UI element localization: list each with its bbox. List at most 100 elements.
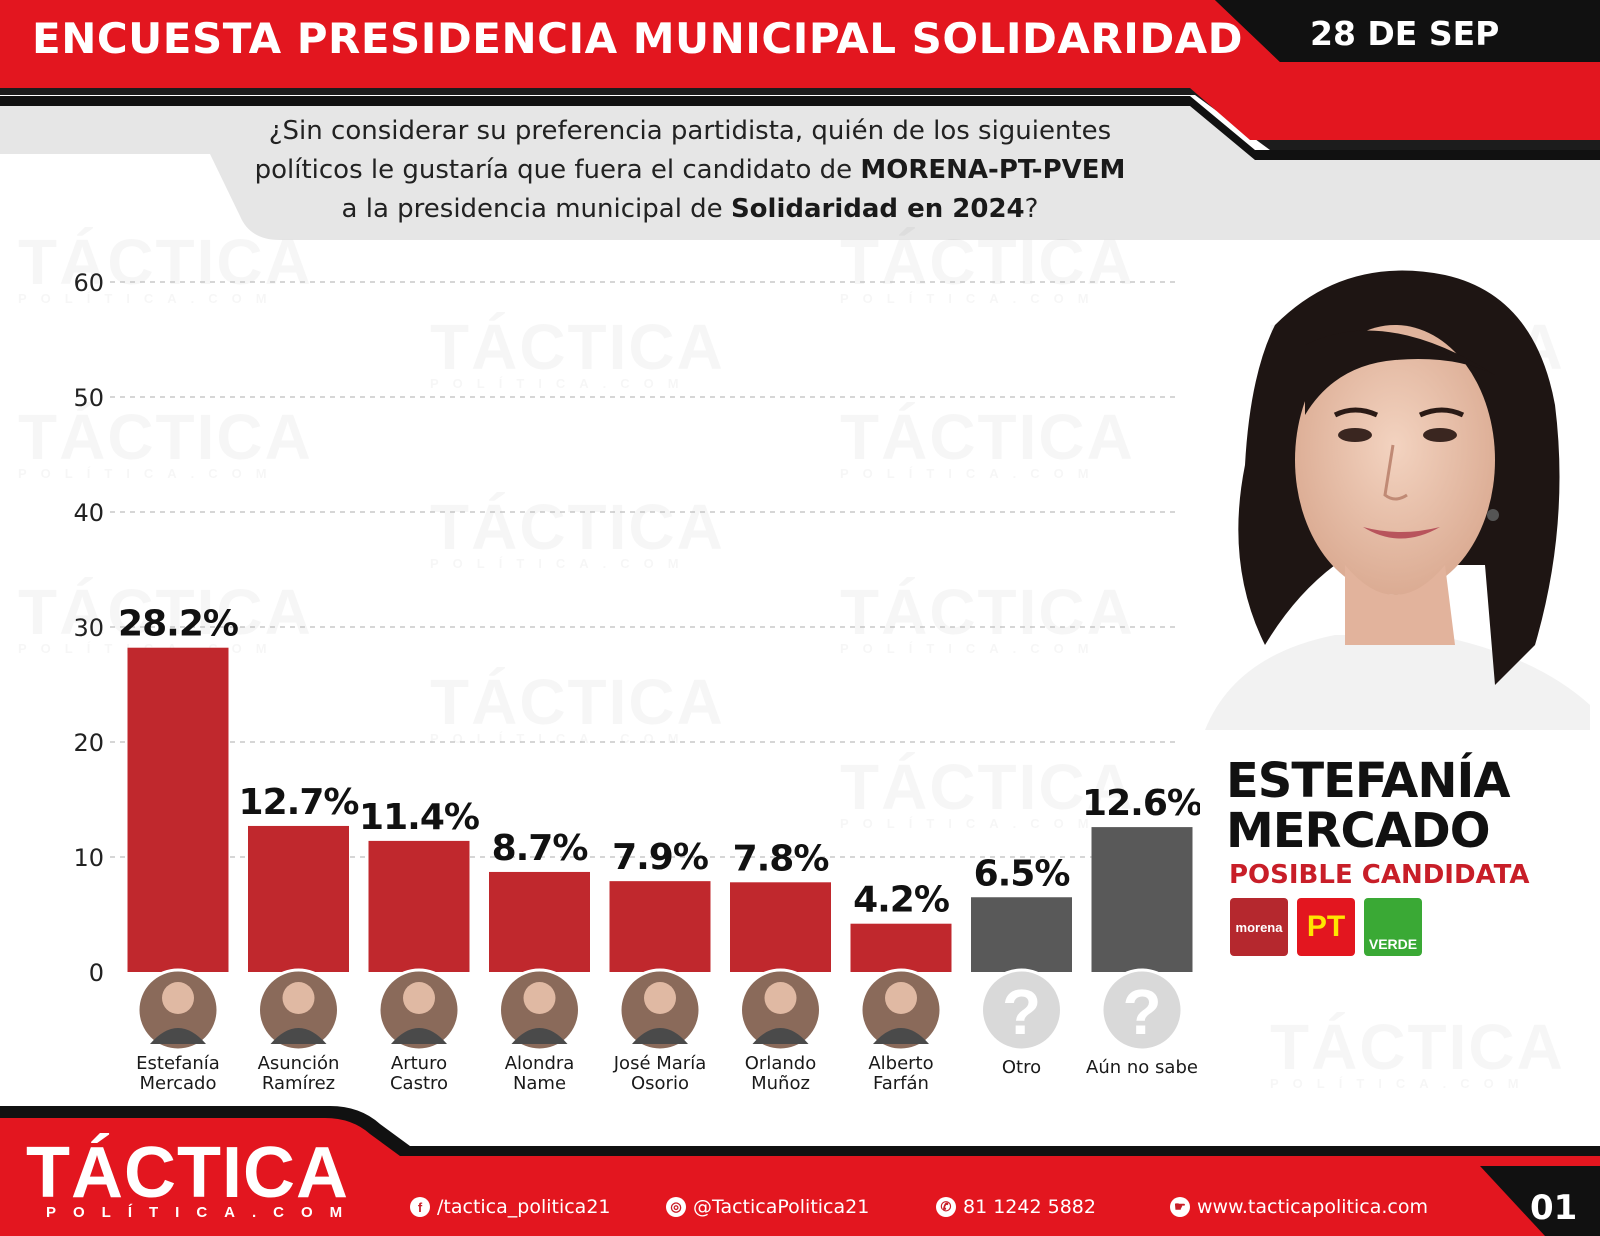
avatar-shoulders xyxy=(873,1028,929,1044)
x-tick-label: Estefanía Mercado xyxy=(118,1054,238,1094)
data-label: 6.5% xyxy=(974,853,1070,894)
footer-whatsapp-link[interactable]: ✆ 81 1242 5882 xyxy=(936,1196,1096,1218)
data-label: 11.4% xyxy=(359,797,479,838)
avatar-shoulders xyxy=(511,1028,568,1044)
question-location-year: Solidaridad en 2024 xyxy=(730,194,1025,224)
bar xyxy=(127,647,229,972)
avatar-face xyxy=(162,982,194,1014)
pointer-hand-icon: ☛ xyxy=(1170,1197,1190,1217)
whatsapp-number: 81 1242 5882 xyxy=(963,1196,1096,1218)
data-label: 4.2% xyxy=(853,880,949,921)
question-line-2-text: políticos le gustaría que fuera el candi… xyxy=(254,155,861,185)
x-tick-label-line: Alondra xyxy=(504,1053,575,1074)
x-tick-label-line: Castro xyxy=(389,1073,449,1094)
bar xyxy=(850,923,952,972)
data-label: 8.7% xyxy=(492,828,588,869)
avatar-shoulders xyxy=(752,1028,809,1044)
bar xyxy=(248,825,349,972)
data-label: 28.2% xyxy=(118,604,238,645)
data-label: 12.7% xyxy=(239,782,359,823)
x-tick-label: Alberto Farfán xyxy=(841,1054,961,1094)
y-tick-label: 20 xyxy=(73,729,104,757)
question-line-1: ¿Sin considerar su preferencia partidist… xyxy=(268,116,1112,146)
x-tick-label-line: Arturo xyxy=(390,1053,448,1074)
footer-website-link[interactable]: ☛ www.tacticapolitica.com xyxy=(1170,1196,1428,1218)
x-tick-label-line: Asunción xyxy=(257,1053,340,1074)
instagram-icon: ◎ xyxy=(666,1197,686,1217)
footer-facebook-link[interactable]: f /tactica_politica21 xyxy=(410,1196,611,1218)
verde-logo: VERDE xyxy=(1364,898,1422,956)
unknown-avatar xyxy=(1100,968,1184,1052)
avatar-face xyxy=(644,982,676,1014)
question-coalition: MORENA-PT-PVEM xyxy=(860,155,1126,185)
x-tick-label-line: Estefanía xyxy=(136,1053,220,1074)
x-tick-label: Orlando Muñoz xyxy=(721,1054,841,1094)
y-tick-label: 0 xyxy=(89,959,104,987)
x-tick-label-line: Mercado xyxy=(139,1073,217,1094)
bar xyxy=(609,881,711,972)
question-line-3-text: a la presidencia municipal de xyxy=(341,194,731,224)
x-tick-label-line: Orlando xyxy=(744,1053,817,1074)
y-tick-label: 30 xyxy=(73,614,104,642)
header-bar xyxy=(0,0,1600,160)
bar xyxy=(368,840,470,972)
x-tick-label-line: Osorio xyxy=(631,1073,689,1094)
bar-chart: 0 10 20 30 40 50 60 28.2% 12.7% 11.4% 8.7% 7.9% 7.8%… xyxy=(73,269,1200,1052)
x-tick-label: Aún no sabe xyxy=(1082,1058,1202,1078)
y-tick-label: 60 xyxy=(73,269,104,297)
x-tick-label: José María Osorio xyxy=(600,1054,720,1094)
header-title: ENCUESTA PRESIDENCIA MUNICIPAL SOLIDARID… xyxy=(32,14,1244,63)
x-tick-label: Arturo Castro xyxy=(359,1054,479,1094)
bar xyxy=(489,871,590,972)
header-date: 28 DE SEP xyxy=(1310,14,1500,53)
website-url: www.tacticapolitica.com xyxy=(1197,1196,1428,1218)
footer-brand-subtitle: POLÍTICA.COM xyxy=(46,1204,360,1221)
x-tick-label-line: Otro xyxy=(1001,1057,1042,1078)
footer-instagram-link[interactable]: ◎ @TacticaPolitica21 xyxy=(666,1196,869,1218)
data-label: 12.6% xyxy=(1082,783,1200,824)
featured-candidate-name: ESTEFANÍA MERCADO xyxy=(1226,756,1510,856)
x-tick-label: Alondra Name xyxy=(480,1054,600,1094)
avatar-face xyxy=(282,982,315,1014)
morena-logo: morena xyxy=(1230,898,1288,956)
x-tick-label-line: Aún no sabe xyxy=(1086,1057,1198,1078)
avatar-shoulders xyxy=(391,1028,447,1044)
y-tick-label: 40 xyxy=(73,499,104,527)
x-tick-label-line: Farfán xyxy=(873,1073,929,1094)
avatar-face xyxy=(885,982,917,1014)
x-tick-label: Otro xyxy=(962,1058,1082,1078)
unknown-avatar xyxy=(980,968,1063,1052)
y-tick-label: 50 xyxy=(73,384,104,412)
avatar-face xyxy=(403,982,435,1014)
featured-candidate-subtitle: POSIBLE CANDIDATA xyxy=(1229,860,1530,890)
whatsapp-icon: ✆ xyxy=(936,1197,956,1217)
featured-name-line-2: MERCADO xyxy=(1226,803,1491,859)
footer-brand-logo: TÁCTICA xyxy=(26,1133,349,1213)
question-band xyxy=(0,106,1600,240)
footer-bar xyxy=(0,1106,1600,1236)
bar xyxy=(971,897,1072,972)
question-line-3: a la presidencia municipal de Solidarida… xyxy=(220,190,1160,229)
survey-question: ¿Sin considerar su preferencia partidist… xyxy=(220,112,1160,229)
x-tick-label: Asunción Ramírez xyxy=(239,1054,359,1094)
x-tick-label-line: Name xyxy=(512,1073,567,1094)
instagram-handle: @TacticaPolitica21 xyxy=(693,1196,870,1218)
avatar-shoulders xyxy=(270,1028,327,1044)
data-label: 7.8% xyxy=(733,838,829,879)
page-number: 01 xyxy=(1530,1188,1578,1228)
featured-name-line-1: ESTEFANÍA xyxy=(1226,753,1510,809)
data-label: 7.9% xyxy=(612,837,708,878)
x-tick-label-line: Muñoz xyxy=(751,1073,810,1094)
y-tick-label: 10 xyxy=(73,844,104,872)
bar xyxy=(730,882,831,972)
x-tick-label-line: Ramírez xyxy=(261,1073,336,1094)
question-mark-icon: ? xyxy=(1122,976,1161,1048)
question-mark-icon: ? xyxy=(1002,976,1041,1048)
avatar-face xyxy=(523,982,556,1014)
avatar-shoulders xyxy=(632,1028,688,1044)
x-tick-label-line: José María xyxy=(613,1053,707,1074)
bar xyxy=(1091,827,1193,972)
question-mark: ? xyxy=(1024,194,1039,224)
avatar-face xyxy=(764,982,797,1014)
